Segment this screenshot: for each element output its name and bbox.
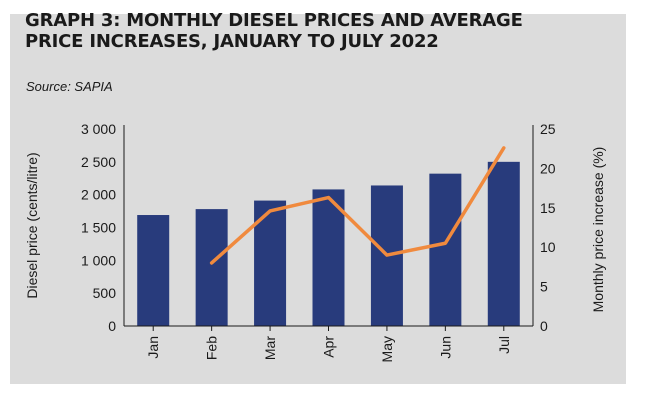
left-tick-label: 0 — [108, 318, 116, 334]
right-tick-label: 5 — [540, 279, 548, 295]
x-tick-label: Jun — [437, 336, 453, 359]
x-tick-label: Feb — [204, 336, 220, 360]
bar-apr — [312, 189, 345, 326]
right-tick-label: 25 — [540, 121, 556, 137]
x-tick-label: May — [379, 336, 395, 362]
right-axis-ticks: 0 5 10 15 20 25 — [540, 121, 556, 334]
left-tick-label: 2 000 — [81, 187, 116, 203]
bar-series — [137, 161, 520, 326]
chart-title: GRAPH 3: MONTHLY DIESEL PRICES AND AVERA… — [25, 10, 523, 52]
x-tick-label: Jul — [496, 336, 512, 354]
chart-source: Source: SAPIA — [26, 79, 113, 94]
left-tick-label: 2 500 — [81, 154, 116, 170]
left-tick-label: 3 000 — [81, 121, 116, 137]
y-axis-title: Diesel price (cents/litre) — [24, 152, 40, 298]
right-tick-label: 20 — [540, 160, 556, 176]
x-tick-label: Apr — [321, 336, 337, 358]
x-tick-label: Jan — [145, 336, 161, 359]
x-tick-label: Mar — [262, 336, 278, 360]
right-tick-label: 0 — [540, 318, 548, 334]
left-tick-label: 500 — [93, 285, 117, 301]
right-tick-label: 15 — [540, 200, 556, 216]
bar-feb — [195, 209, 228, 326]
y2-axis-title: Monthly price increase (%) — [590, 147, 606, 313]
price-increase-line — [209, 146, 506, 265]
x-axis-ticks: Jan Feb Mar Apr May Jun Jul — [145, 326, 512, 362]
right-tick-label: 10 — [540, 239, 556, 255]
left-tick-label: 1 500 — [81, 220, 116, 236]
left-axis-ticks: 0 500 1 000 1 500 2 000 2 500 3 000 — [81, 121, 116, 334]
bar-jun — [429, 173, 462, 326]
bar-jul — [487, 161, 520, 326]
bar-jan — [137, 215, 170, 326]
left-tick-label: 1 000 — [81, 252, 116, 268]
line-series — [209, 146, 506, 265]
